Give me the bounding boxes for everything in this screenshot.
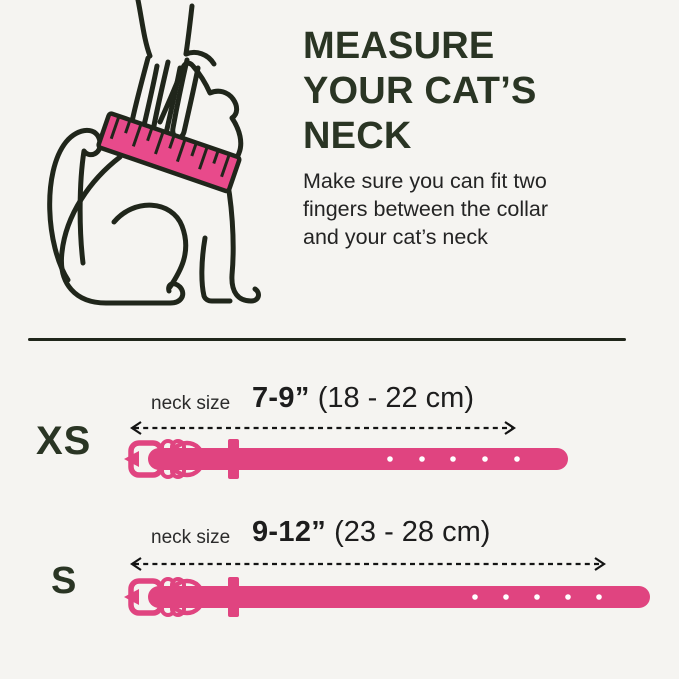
subtitle-line: Make sure you can fit two: [303, 169, 547, 193]
section-divider: [28, 338, 626, 341]
inches-value-s: 9-12”: [252, 516, 327, 548]
cm-value-s: (23 - 28 cm): [334, 516, 491, 548]
hand-wrist-right: [183, 3, 195, 57]
inches-value-xs: 7-9”: [252, 382, 310, 414]
cat-haunch: [111, 202, 189, 290]
cat-back: [58, 154, 173, 306]
size-code-xs: XS: [36, 419, 92, 463]
size-code-s: S: [51, 560, 77, 602]
cat-front-leg: [222, 167, 261, 304]
measuring-tape: [96, 111, 242, 194]
hand-finger-3: [170, 57, 201, 141]
hand-thumb: [183, 49, 217, 67]
title-line: YOUR CAT’S: [303, 70, 537, 112]
subtitle: Make sure you can fit two fingers betwee…: [303, 167, 548, 251]
size-measure-xs: 7-9” (18 - 22 cm): [252, 384, 474, 413]
page-title: MEASURE YOUR CAT’S NECK: [303, 24, 537, 159]
collar-illustration-xs: [124, 439, 568, 479]
cat-measure-illustration: [47, 0, 261, 306]
hand-wrist-left: [135, 0, 153, 59]
measure-arrow-xs: [130, 421, 516, 435]
title-line: MEASURE: [303, 25, 495, 67]
subtitle-line: and your cat’s neck: [303, 225, 488, 249]
neck-size-label-s: neck size: [151, 527, 231, 548]
cat-front-leg-inner: [199, 235, 233, 304]
collar-illustration-s: [124, 577, 650, 617]
title-line: NECK: [303, 115, 412, 157]
measure-arrow-s: [130, 557, 606, 571]
cm-value-xs: (18 - 22 cm): [317, 382, 475, 414]
subtitle-line: fingers between the collar: [303, 197, 549, 221]
size-measure-s: 9-12” (23 - 28 cm): [252, 518, 490, 547]
neck-size-label-xs: neck size: [151, 393, 231, 414]
tape-ticks: [109, 117, 231, 178]
